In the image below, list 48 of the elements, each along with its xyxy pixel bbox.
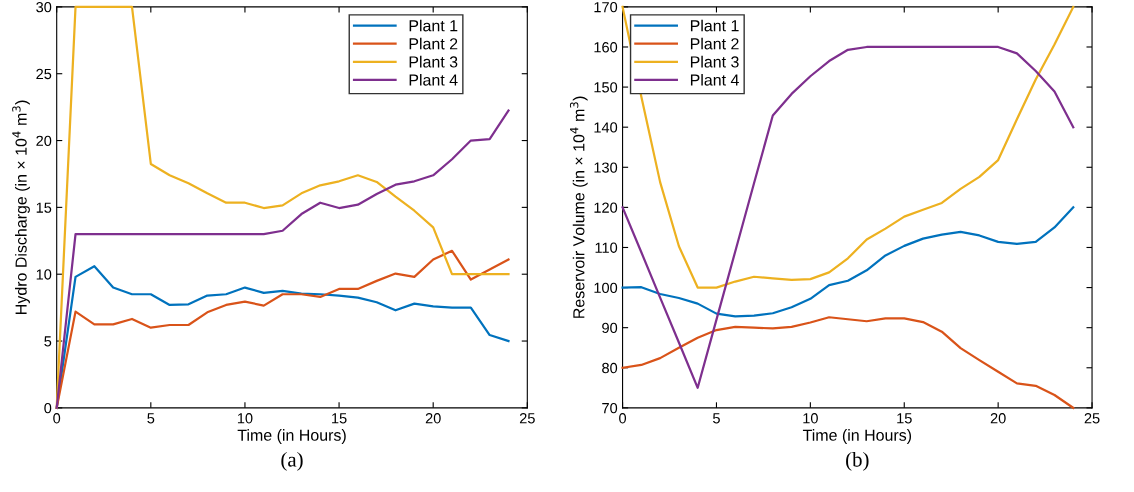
x-tick-label: 0 (619, 413, 627, 424)
legend-label: Plant 4 (409, 73, 458, 86)
x-tick-label: 10 (803, 413, 818, 424)
y-tick-label: 25 (36, 68, 52, 80)
line-series (621, 206, 1075, 318)
x-tick-label: 15 (897, 413, 912, 424)
y-tick-label: 70 (602, 402, 618, 414)
legend-label: Plant 2 (409, 37, 458, 50)
y-tick-label: 90 (602, 322, 618, 334)
y-tick-label: 150 (594, 82, 618, 93)
text: (b) (846, 451, 869, 471)
x-tick-label: 25 (519, 413, 535, 424)
legend-label: Plant 4 (690, 73, 739, 86)
y-tick-label: 140 (594, 122, 618, 133)
y-tick-label: 0 (44, 402, 52, 414)
y-tick-label: 10 (36, 269, 52, 280)
y-tick-label: 20 (36, 135, 52, 146)
x-tick-label: 20 (990, 413, 1006, 424)
legend-label: Plant 3 (690, 55, 739, 68)
x-tick-label: 5 (147, 413, 155, 424)
line-series (621, 5, 1075, 289)
x-tick-label: 25 (1084, 413, 1100, 424)
y-tick-label: 130 (594, 162, 618, 173)
x-tick-label: 0 (53, 413, 61, 424)
legend-label: Plant 2 (690, 37, 739, 50)
y-tick-label: 120 (594, 202, 618, 213)
y-tick-label: 100 (594, 282, 618, 293)
x-axis-title: Time (in Hours) (237, 429, 346, 444)
line-series (55, 109, 510, 409)
y-tick-label: 160 (594, 42, 618, 53)
legend-label: Plant 3 (409, 55, 458, 68)
x-tick-label: 10 (237, 413, 253, 424)
y-axis-title: Hydro Discharge (in × 10$^{4}$ m$^{3}$) (12, 100, 30, 314)
y-tick-label: 110 (595, 242, 618, 253)
x-tick-label: 20 (425, 413, 441, 424)
line-series (621, 316, 1075, 409)
y-tick-label: 30 (36, 1, 52, 13)
x-tick-label: 5 (712, 413, 720, 424)
y-tick-label: 80 (602, 362, 618, 374)
y-tick-label: 170 (594, 1, 618, 13)
text: (a) (281, 451, 303, 471)
x-tick-label: 15 (332, 413, 347, 424)
legend-label: Plant 1 (409, 19, 458, 32)
y-tick-label: 5 (44, 336, 52, 347)
legend-label: Plant 1 (690, 19, 739, 32)
y-axis-title: Reservoir Volume (in × 10$^{4}$ m$^{3}$) (569, 96, 588, 318)
y-tick-label: 15 (36, 202, 52, 213)
x-axis-title: Time (in Hours) (802, 429, 912, 444)
